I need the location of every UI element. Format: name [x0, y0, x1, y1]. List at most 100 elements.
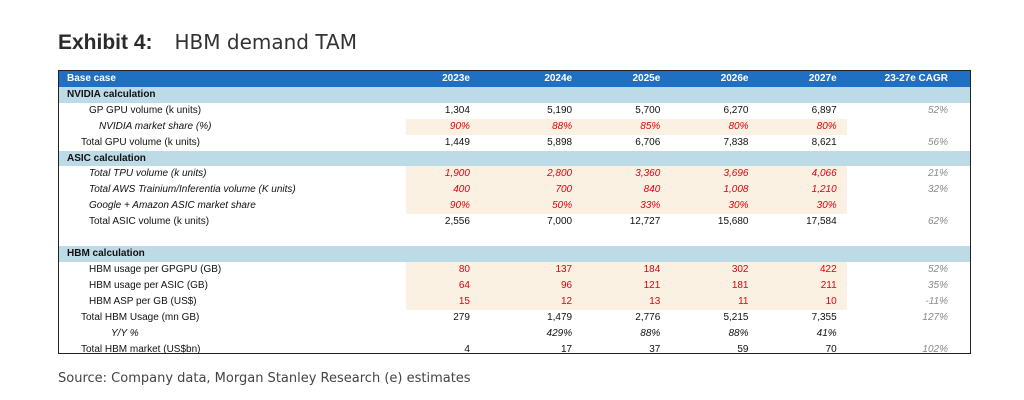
- input-cell: 4,066: [758, 166, 847, 183]
- table-row: HBM usage per ASIC (GB) 64 96 121 181 21…: [59, 277, 970, 294]
- cell: 1,449: [444, 136, 470, 148]
- cell: 2,776: [635, 311, 661, 323]
- cell: 70: [825, 343, 837, 354]
- cell: 12,727: [629, 216, 661, 228]
- table-row: Total HBM Usage (mn GB) 279 1,479 2,776 …: [59, 310, 970, 326]
- cell: 5,700: [635, 104, 661, 116]
- input-cell: 30%: [758, 198, 847, 215]
- row-label: HBM usage per ASIC (GB): [89, 279, 208, 291]
- input-cell: 840: [582, 182, 671, 199]
- input-cell: 400: [405, 182, 494, 199]
- table-row: Total GPU volume (k units) 1,449 5,898 6…: [59, 135, 970, 151]
- cell: [406, 326, 494, 342]
- row-label: Y/Y %: [111, 327, 139, 339]
- row-label: Total GPU volume (k units): [81, 136, 200, 148]
- input-cell: 137: [493, 261, 583, 278]
- cell: 88%: [640, 327, 661, 339]
- cagr-cell: 102%: [922, 343, 948, 354]
- input-cell: 3,360: [582, 166, 671, 183]
- cagr-cell: [847, 198, 970, 214]
- table-row: Y/Y % 429% 88% 88% 41%: [59, 326, 970, 342]
- input-cell: 80%: [758, 118, 847, 135]
- input-cell: 15: [405, 293, 494, 310]
- cell: 429%: [546, 327, 573, 339]
- input-cell: 121: [582, 277, 671, 294]
- input-cell: 1,210: [758, 182, 847, 199]
- table-row: Google + Amazon ASIC market share 90% 50…: [59, 198, 970, 215]
- table-row: Total TPU volume (k units) 1,900 2,800 3…: [59, 166, 970, 183]
- input-cell: 80: [405, 261, 494, 278]
- hbm-demand-table: Base case 2023e 2024e 2025e 2026e 2027e …: [58, 70, 971, 354]
- input-cell: 1,900: [405, 166, 494, 183]
- cell: 7,000: [547, 216, 573, 228]
- table-row: HBM ASP per GB (US$) 15 12 13 11 10 -11%: [59, 293, 970, 310]
- row-label: Total TPU volume (k units): [89, 168, 207, 180]
- section-hbm: HBM calculation: [59, 246, 970, 262]
- input-cell: 96: [493, 277, 583, 294]
- section-nvidia: NVIDIA calculation: [59, 86, 970, 103]
- input-cell: 10: [758, 293, 847, 310]
- input-cell: 211: [758, 277, 847, 294]
- input-cell: 11: [670, 293, 759, 310]
- cell: 17: [561, 343, 573, 354]
- cell: 17,584: [806, 216, 837, 228]
- table-header-row: Base case 2023e 2024e 2025e 2026e 2027e …: [59, 71, 970, 87]
- cagr-cell: [847, 119, 970, 135]
- row-label: GP GPU volume (k units): [89, 104, 202, 116]
- input-cell: 3,696: [670, 166, 759, 183]
- cell: 37: [649, 343, 661, 354]
- section-row: ASIC calculation: [59, 150, 970, 167]
- exhibit-label: Exhibit 4:: [58, 31, 153, 54]
- cell: 1,304: [444, 104, 470, 116]
- row-label: HBM usage per GPGPU (GB): [89, 263, 222, 275]
- input-cell: 12: [493, 293, 583, 310]
- cell: 6,706: [635, 136, 661, 148]
- input-cell: 90%: [405, 118, 494, 135]
- cagr-cell: 62%: [927, 216, 948, 228]
- header-year: 2026e: [670, 71, 759, 87]
- input-cell: 1,008: [670, 182, 759, 199]
- row-label: Total ASIC volume (k units): [89, 216, 210, 228]
- cell: 2,556: [444, 216, 470, 228]
- input-cell: 33%: [582, 198, 671, 215]
- cell: 5,898: [547, 136, 573, 148]
- cell: 7,838: [723, 136, 749, 148]
- cagr-cell: 52%: [927, 263, 948, 275]
- table-row: Total ASIC volume (k units) 2,556 7,000 …: [59, 214, 970, 230]
- table-row: Total AWS Trainium/Inferentia volume (K …: [59, 182, 970, 199]
- input-cell: 422: [758, 261, 847, 278]
- table-row: Total HBM market (US$bn) 4 17 37 59 70 1…: [59, 342, 970, 354]
- header-year: 2023e: [405, 71, 494, 87]
- input-cell: 90%: [405, 198, 494, 215]
- input-cell: 64: [405, 277, 494, 294]
- header-year: 2025e: [582, 71, 671, 87]
- cell: 6,897: [811, 104, 837, 116]
- exhibit-heading: HBM demand TAM: [174, 30, 357, 54]
- cell: 5,190: [547, 104, 573, 116]
- spacer-row: [59, 230, 970, 246]
- row-label: Total AWS Trainium/Inferentia volume (K …: [89, 184, 296, 196]
- cell: 8,621: [811, 136, 837, 148]
- input-cell: 30%: [670, 198, 759, 215]
- header-cagr: 23-27e CAGR: [846, 71, 970, 87]
- section-row: NVIDIA calculation: [59, 86, 970, 103]
- input-cell: 80%: [670, 118, 759, 135]
- cagr-cell: 52%: [927, 104, 948, 116]
- row-label: NVIDIA market share (%): [99, 120, 212, 132]
- table-row: HBM usage per GPGPU (GB) 80 137 184 302 …: [59, 261, 970, 278]
- cagr-cell: 127%: [922, 311, 948, 323]
- input-cell: 88%: [493, 118, 583, 135]
- cagr-cell: 21%: [927, 168, 948, 180]
- table-row: GP GPU volume (k units) 1,304 5,190 5,70…: [59, 103, 970, 119]
- header-label: Base case: [59, 71, 406, 87]
- input-cell: 184: [582, 261, 671, 278]
- input-cell: 50%: [493, 198, 583, 215]
- cell: 5,215: [723, 311, 749, 323]
- cell: 279: [453, 311, 470, 323]
- row-label: Total HBM market (US$bn): [81, 343, 201, 354]
- cagr-cell: 35%: [927, 279, 948, 291]
- cell: 59: [737, 343, 749, 354]
- section-asic: ASIC calculation: [59, 150, 970, 167]
- cagr-cell: 32%: [927, 184, 948, 196]
- input-cell: 13: [582, 293, 671, 310]
